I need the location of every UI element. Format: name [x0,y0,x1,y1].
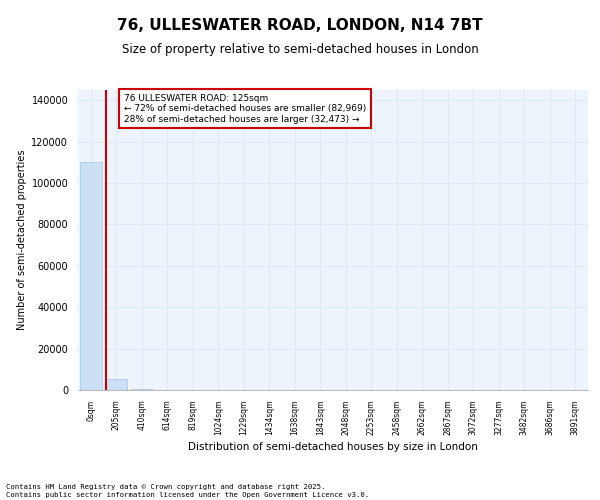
Text: 76 ULLESWATER ROAD: 125sqm
← 72% of semi-detached houses are smaller (82,969)
28: 76 ULLESWATER ROAD: 125sqm ← 72% of semi… [124,94,366,124]
Bar [131,389,152,390]
X-axis label: Distribution of semi-detached houses by size in London: Distribution of semi-detached houses by … [188,442,478,452]
Text: Contains HM Land Registry data © Crown copyright and database right 2025.
Contai: Contains HM Land Registry data © Crown c… [6,484,369,498]
Y-axis label: Number of semi-detached properties: Number of semi-detached properties [17,150,27,330]
Bar [106,379,127,390]
Text: 76, ULLESWATER ROAD, LONDON, N14 7BT: 76, ULLESWATER ROAD, LONDON, N14 7BT [117,18,483,32]
Text: Size of property relative to semi-detached houses in London: Size of property relative to semi-detach… [122,42,478,56]
Bar [80,162,101,390]
